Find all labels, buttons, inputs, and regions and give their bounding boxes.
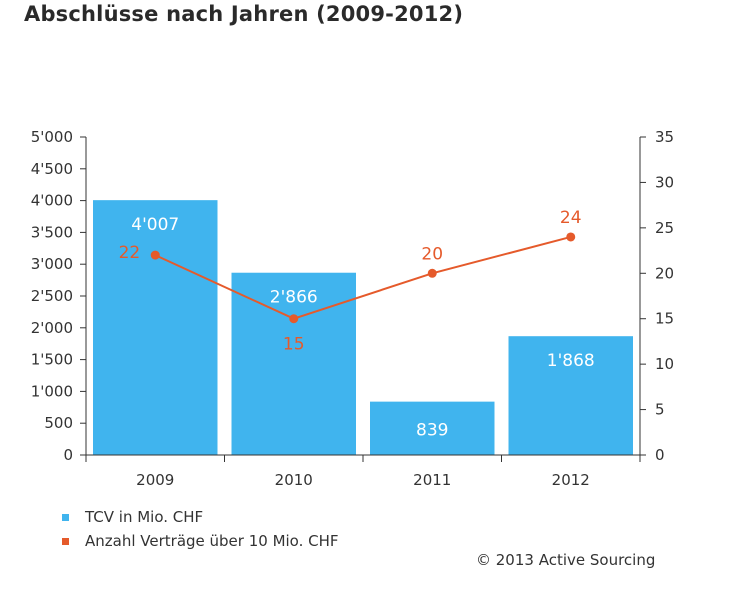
right-tick-label: 30 (655, 173, 674, 191)
line-value-label: 22 (119, 243, 141, 263)
x-tick-label: 2009 (136, 471, 174, 489)
x-tick-label: 2011 (413, 471, 451, 489)
right-tick-label: 25 (655, 219, 674, 237)
legend-item-tcv: TCV in Mio. CHF (62, 505, 339, 529)
legend-item-anzahl: Anzahl Verträge über 10 Mio. CHF (62, 529, 339, 553)
left-tick-label: 5'000 (31, 128, 73, 146)
bar-2009 (93, 200, 218, 455)
right-axis: 0 5 10 15 20 25 30 35 (639, 128, 674, 464)
legend-label-tcv: TCV in Mio. CHF (85, 508, 204, 526)
line-point-2010 (289, 314, 299, 324)
left-tick-label: 2'000 (31, 319, 73, 337)
right-tick-label: 5 (655, 401, 665, 419)
line-series: 22 15 20 24 (119, 208, 582, 355)
bar-2011 (370, 401, 495, 455)
right-tick-label: 10 (655, 355, 674, 373)
line-point-2011 (427, 268, 437, 278)
left-tick-label: 1'500 (31, 351, 73, 369)
line-value-label: 20 (421, 244, 443, 264)
right-tick-label: 15 (655, 310, 674, 328)
x-tick-label: 2010 (275, 471, 313, 489)
bar-value-label: 839 (416, 420, 448, 440)
right-tick-label: 35 (655, 128, 674, 146)
legend-swatch-line (62, 537, 69, 545)
bar-series: 4'007 2'866 839 1'868 (93, 200, 633, 455)
right-tick-label: 20 (655, 264, 674, 282)
bar-value-label: 2'866 (270, 288, 318, 308)
x-axis: 2009 2010 2011 2012 (85, 454, 641, 489)
x-tick-label: 2012 (552, 471, 590, 489)
left-tick-label: 2'500 (31, 287, 73, 305)
legend: TCV in Mio. CHF Anzahl Verträge über 10 … (62, 505, 339, 553)
line-value-label: 24 (560, 208, 582, 228)
left-tick-label: 0 (63, 446, 73, 464)
bar-value-label: 4'007 (131, 215, 179, 235)
left-tick-label: 3'500 (31, 223, 73, 241)
line-value-label: 15 (283, 335, 305, 355)
left-tick-label: 500 (44, 414, 73, 432)
legend-swatch-bar (62, 513, 69, 521)
left-tick-label: 4'000 (31, 192, 73, 210)
legend-label-anzahl: Anzahl Verträge über 10 Mio. CHF (85, 532, 339, 550)
bar-2012 (508, 336, 633, 455)
bar-value-label: 1'868 (547, 351, 595, 371)
left-tick-label: 4'500 (31, 160, 73, 178)
bar-2010 (231, 272, 356, 455)
left-axis: 0 500 1'000 1'500 2'000 2'500 3'000 3'500 4'000 4… (31, 128, 87, 464)
left-tick-label: 3'000 (31, 255, 73, 273)
copyright: © 2013 Active Sourcing (476, 551, 656, 569)
right-tick-label: 0 (655, 446, 665, 464)
line-point-2009 (150, 250, 160, 260)
chart-title: Abschlüsse nach Jahren (2009-2012) (24, 2, 464, 26)
line-point-2012 (566, 232, 576, 242)
left-tick-label: 1'000 (31, 382, 73, 400)
line-path (154, 235, 572, 320)
